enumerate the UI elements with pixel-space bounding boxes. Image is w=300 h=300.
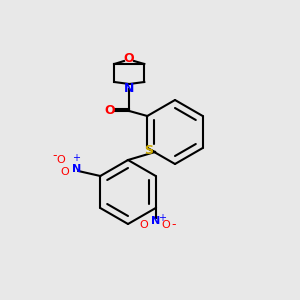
Text: O: O	[139, 220, 148, 230]
Text: N: N	[124, 82, 134, 94]
Text: +: +	[72, 153, 80, 163]
Text: O: O	[56, 155, 65, 165]
Text: S: S	[145, 143, 154, 157]
Text: O: O	[161, 220, 170, 230]
Text: N: N	[72, 164, 81, 174]
Text: O: O	[124, 52, 134, 65]
Text: N: N	[151, 216, 160, 226]
Text: O: O	[104, 104, 115, 118]
Text: O: O	[60, 167, 69, 177]
Text: -: -	[172, 218, 176, 231]
Text: +: +	[158, 213, 166, 223]
Text: -: -	[52, 149, 56, 162]
